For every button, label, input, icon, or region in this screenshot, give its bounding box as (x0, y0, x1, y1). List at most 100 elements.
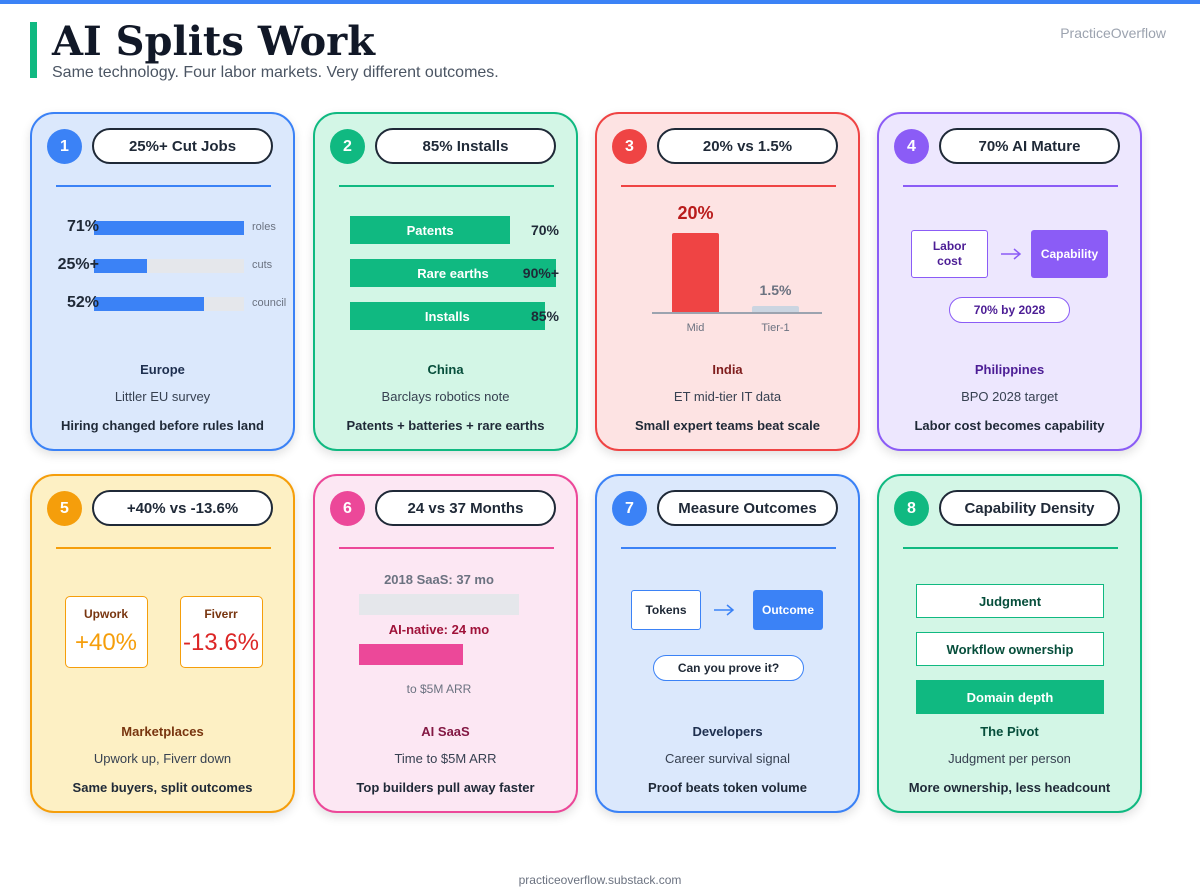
divider (339, 185, 554, 187)
card-number: 3 (612, 129, 647, 164)
card-number: 7 (612, 491, 647, 526)
baseline (652, 312, 822, 314)
divider (621, 547, 836, 549)
region-label: India (712, 362, 743, 377)
divider (56, 185, 271, 187)
card-badge: +40% vs -13.6% (92, 490, 273, 526)
card: 4 70% AI Mature Philippines BPO 2028 target… (877, 112, 1142, 451)
target-box: Capability (1031, 230, 1108, 278)
bar-value-label: 90%+ (522, 265, 559, 281)
card-number: 8 (894, 491, 929, 526)
card-number: 6 (330, 491, 365, 526)
arrow (714, 604, 735, 616)
takeaway: More ownership, less headcount (908, 780, 1111, 795)
takeaway: Small expert teams beat scale (635, 418, 820, 433)
title: AI Splits Work (52, 18, 375, 65)
bar-label: 2018 SaaS: 37 mo (384, 572, 494, 587)
card-number: 5 (47, 491, 82, 526)
source-label: Littler EU survey (114, 389, 211, 404)
item-box: Domain depth (916, 680, 1104, 714)
card-number: 2 (330, 129, 365, 164)
bar (672, 233, 719, 312)
card: 5 +40% vs -13.6% Marketplaces Upwork up, Fi… (30, 474, 295, 813)
card: 8 Capability Density The Pivot Judgment per… (877, 474, 1142, 813)
region-label: Marketplaces (121, 724, 204, 739)
bar-value-label: 25%+ (57, 256, 99, 273)
bar-value-label: 1.5% (759, 282, 792, 299)
source-label: ET mid-tier IT data (673, 389, 782, 404)
card-number: 4 (894, 129, 929, 164)
bar-value-label: 70% (530, 222, 559, 238)
region-label: AI SaaS (421, 724, 470, 739)
divider (56, 547, 271, 549)
bar-note: to $5M ARR (406, 682, 472, 696)
takeaway: Hiring changed before rules land (61, 418, 264, 433)
card: 7 Measure Outcomes Developers Career surviv… (595, 474, 860, 813)
takeaway: Proof beats token volume (648, 780, 807, 795)
card-badge: 20% vs 1.5% (657, 128, 838, 164)
brand: PracticeOverflow (1060, 25, 1166, 41)
card: 1 25%+ Cut Jobs Europe Littler EU survey Hir… (30, 112, 295, 451)
marketplace-change: -13.6% (182, 629, 260, 656)
bar (359, 594, 519, 615)
region-label: Philippines (974, 362, 1045, 377)
marketplace-box: Upwork +40% (65, 596, 148, 668)
bar-name: Rare earths (417, 265, 489, 281)
bar: Rare earths (350, 259, 556, 287)
card-badge: 25%+ Cut Jobs (92, 128, 273, 164)
source-label: Judgment per person (948, 751, 1071, 766)
takeaway: Same buyers, split outcomes (72, 780, 253, 795)
marketplace-name: Fiverr (204, 607, 238, 621)
bar-name: cuts (252, 259, 273, 271)
bar-name: council (252, 297, 287, 309)
item-box: Judgment (916, 584, 1104, 618)
bar-value-label: 52% (66, 294, 99, 311)
bar-label: AI-native: 24 mo (388, 622, 490, 637)
source-label: BPO 2028 target (961, 389, 1058, 404)
card-badge: 24 vs 37 Months (375, 490, 556, 526)
bar-name: roles (252, 221, 276, 233)
source-label: Barclays robotics note (381, 389, 510, 404)
takeaway: Labor cost becomes capability (914, 418, 1105, 433)
bar-value-label: 20% (677, 203, 714, 223)
bar-value-label: 71% (66, 218, 99, 235)
target-box: Outcome (753, 590, 823, 630)
source-box: Labor cost (911, 230, 988, 278)
takeaway: Patents + batteries + rare earths (346, 418, 545, 433)
bar-name: Installs (424, 308, 470, 324)
card-badge: Measure Outcomes (657, 490, 838, 526)
card-number: 1 (47, 129, 82, 164)
source-label: Time to $5M ARR (394, 751, 497, 766)
divider (903, 185, 1118, 187)
region-label: Developers (692, 724, 763, 739)
region-label: The Pivot (980, 724, 1039, 739)
bar-name: Mid (686, 322, 705, 334)
item-box: Workflow ownership (916, 632, 1104, 666)
bar: Installs (350, 302, 545, 330)
bar (752, 306, 799, 312)
card: 3 20% vs 1.5% India ET mid-tier IT data Smal… (595, 112, 860, 451)
source-label: Career survival signal (665, 751, 790, 766)
marketplace-box: Fiverr -13.6% (180, 596, 263, 668)
subtitle: Same technology. Four labor markets. Ver… (52, 64, 499, 81)
region-label: China (427, 362, 464, 377)
card: 2 85% Installs China Barclays robotics note… (313, 112, 578, 451)
bar (94, 221, 244, 235)
source-label: Upwork up, Fiverr down (93, 751, 232, 766)
bar (94, 297, 204, 311)
arrow (1001, 248, 1022, 260)
takeaway: Top builders pull away faster (356, 780, 535, 795)
note-pill: Can you prove it? (653, 655, 804, 681)
marketplace-change: +40% (74, 629, 138, 656)
divider (903, 547, 1118, 549)
bar (359, 644, 463, 665)
top-rule (0, 0, 1200, 4)
title-accent (30, 22, 37, 78)
divider (339, 547, 554, 549)
bar (94, 259, 147, 273)
bar-name: Patents (406, 222, 454, 238)
region-label: Europe (140, 362, 185, 377)
divider (621, 185, 836, 187)
bar: Patents (350, 216, 511, 244)
